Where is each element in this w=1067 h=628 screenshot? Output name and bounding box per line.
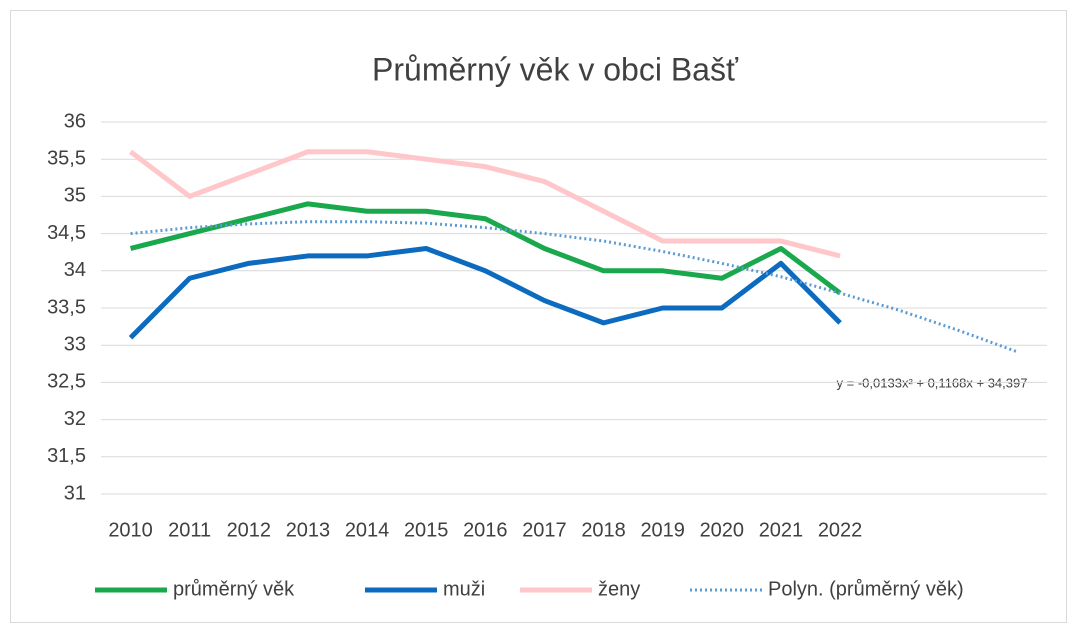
x-tick-label: 2016 [463, 519, 508, 541]
series-line [128, 245, 842, 340]
x-tick-label: 2021 [759, 519, 804, 541]
legend-label: Polyn. (průměrný věk) [768, 578, 964, 600]
y-tick-label: 36 [64, 110, 86, 132]
y-tick-label: 34,5 [47, 222, 86, 244]
x-tick-label: 2022 [818, 519, 863, 541]
chart-border [10, 10, 1067, 623]
y-tick-label: 32 [64, 408, 86, 430]
x-tick-label: 2010 [108, 519, 153, 541]
y-tick-label: 35,5 [47, 147, 86, 169]
y-tick-label: 35 [64, 185, 86, 207]
trendline-equation: y = -0,0133x² + 0,1168x + 34,397 [837, 375, 1028, 390]
legend-label: ženy [598, 578, 640, 600]
y-tick-label: 34 [64, 259, 86, 281]
y-tick-label: 33,5 [47, 296, 86, 318]
y-tick-label: 33 [64, 333, 86, 355]
y-tick-label: 31 [64, 482, 86, 504]
y-tick-label: 32,5 [47, 371, 86, 393]
legend-label: muži [443, 578, 485, 600]
x-tick-label: 2020 [700, 519, 745, 541]
x-tick-label: 2017 [522, 519, 567, 541]
x-tick-label: 2015 [404, 519, 449, 541]
x-tick-label: 2018 [581, 519, 626, 541]
chart-title: Průměrný věk v obci Bašť [372, 51, 739, 87]
x-tick-label: 2014 [345, 519, 390, 541]
x-tick-label: 2019 [640, 519, 685, 541]
series-line [129, 149, 841, 259]
legend-label: průměrný věk [173, 578, 295, 600]
x-tick-label: 2012 [227, 519, 272, 541]
x-tick-label: 2011 [168, 519, 211, 541]
series-line [129, 201, 842, 296]
y-tick-label: 31,5 [47, 445, 86, 467]
x-tick-label: 2013 [286, 519, 331, 541]
